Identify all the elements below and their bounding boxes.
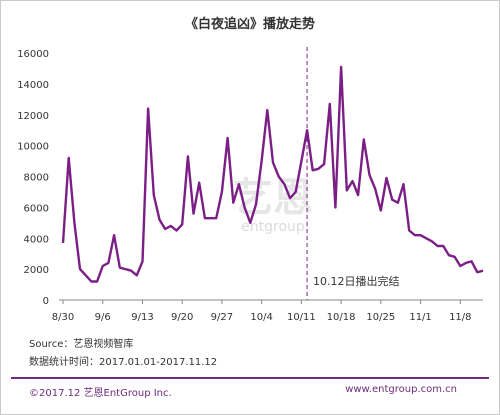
time-range-note: 数据统计时间：2017.01.01-2017.11.12 bbox=[29, 357, 218, 368]
x-tick-label: 9/20 bbox=[171, 312, 193, 323]
y-tick-label: 10000 bbox=[17, 142, 49, 153]
watermark-subtitle: entgroup bbox=[241, 219, 305, 235]
series-line bbox=[61, 65, 484, 283]
x-tick-label: 8/30 bbox=[52, 312, 74, 323]
x-tick-label: 10/25 bbox=[366, 312, 395, 323]
x-tick-label: 10/18 bbox=[327, 312, 356, 323]
x-tick-label: 9/27 bbox=[211, 312, 233, 323]
y-tick-label: 2000 bbox=[24, 265, 49, 276]
y-tick-label: 8000 bbox=[24, 173, 49, 184]
annotation-layer: 10.12日播出完结 bbox=[306, 47, 400, 300]
chart-title: 《白夜追凶》播放走势 bbox=[184, 17, 315, 32]
watermark-logo: 艺恩 bbox=[233, 175, 313, 221]
x-tick-label: 10/4 bbox=[250, 312, 272, 323]
annotation-label: 10.12日播出完结 bbox=[313, 274, 400, 288]
source-note: Source：艺恩视频智库 bbox=[29, 339, 134, 350]
x-tick-label: 9/6 bbox=[95, 312, 111, 323]
y-tick-label: 6000 bbox=[24, 203, 49, 214]
x-tick-label: 10/11 bbox=[287, 312, 316, 323]
series-layer bbox=[61, 65, 484, 283]
y-tick-label: 14000 bbox=[17, 80, 49, 91]
footer-divider bbox=[11, 377, 489, 379]
y-tick-label: 16000 bbox=[17, 49, 49, 60]
y-tick-label: 0 bbox=[43, 296, 49, 307]
x-tick-label: 11/1 bbox=[409, 312, 431, 323]
x-axis: 8/30 9/6 9/13 9/20 9/27 10/4 10/11 10/18 10/25 11… bbox=[52, 299, 483, 323]
copyright-text: ©2017.12 艺恩EntGroup Inc. bbox=[29, 388, 172, 399]
website-link[interactable]: www.entgroup.com.cn bbox=[345, 384, 457, 395]
y-tick-label: 4000 bbox=[24, 234, 49, 245]
x-tick-label: 9/13 bbox=[131, 312, 153, 323]
x-tick-label: 11/8 bbox=[449, 312, 471, 323]
y-axis: 0 2000 4000 6000 8000 10000 12000 14000 16000 bbox=[17, 49, 49, 307]
y-tick-label: 12000 bbox=[17, 111, 49, 122]
